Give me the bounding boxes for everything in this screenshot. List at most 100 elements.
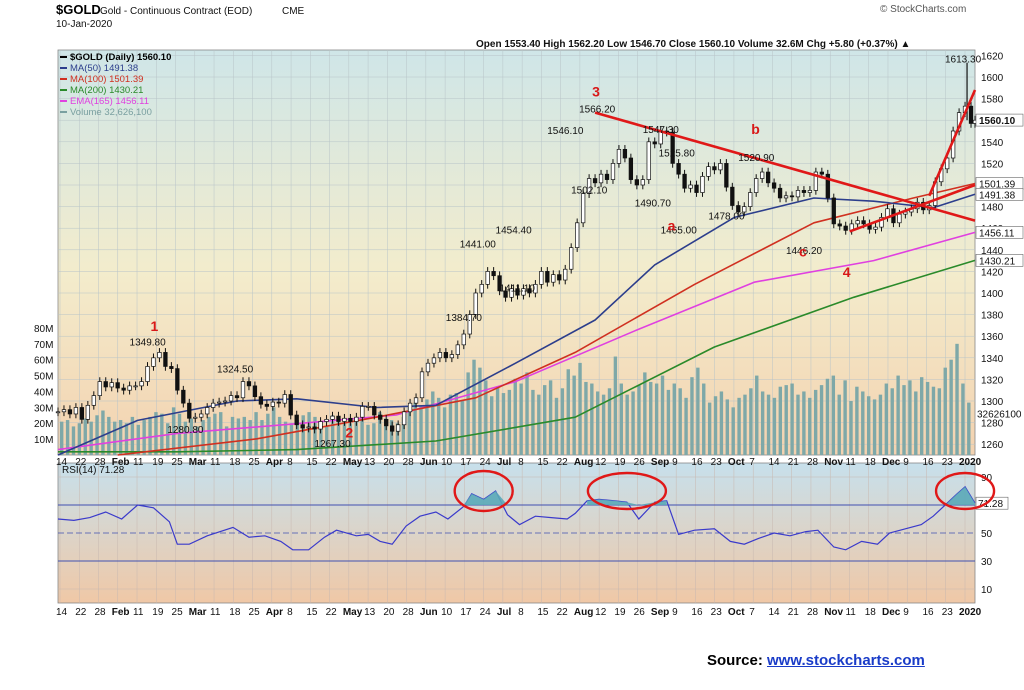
volume-bar — [230, 416, 235, 455]
price-candle — [718, 163, 723, 171]
price-candle — [670, 131, 675, 164]
x-tick-label: 14 — [56, 457, 68, 468]
source-link[interactable]: www.stockcharts.com — [767, 652, 925, 669]
price-candle — [246, 381, 252, 387]
volume-bar — [572, 375, 576, 455]
price-candle — [616, 149, 622, 164]
x-tick-label: 8 — [518, 607, 524, 618]
ma100-line — [117, 182, 976, 456]
volume-bar — [861, 391, 865, 455]
x-tick-label: 21 — [788, 607, 800, 618]
price-candle — [109, 382, 114, 388]
x-tick-label: 12 — [595, 457, 607, 468]
y-tick-label: 1280 — [981, 419, 1004, 430]
volume-bar — [219, 412, 223, 455]
legend-entry: MA(200) 1430.21 — [70, 85, 143, 96]
price-candle — [569, 247, 574, 270]
x-tick-label: 8 — [287, 457, 293, 468]
price-candle — [736, 205, 741, 213]
x-tick-label: 23 — [711, 457, 723, 468]
rsi-tick-label: 50 — [981, 529, 993, 540]
rsi-overbought-fill — [459, 491, 508, 505]
price-candle — [497, 275, 502, 292]
price-candle — [467, 314, 472, 335]
x-tick-label: 26 — [634, 607, 646, 618]
x-tick-label: Mar — [189, 457, 207, 468]
price-candle — [855, 220, 860, 225]
volume-bar — [713, 396, 718, 455]
price-candle — [318, 421, 323, 430]
price-candle — [360, 406, 365, 418]
volume-bar — [543, 385, 547, 455]
price-annotation: 1324.50 — [217, 365, 254, 376]
volume-bar — [896, 375, 900, 455]
volume-bar — [360, 420, 364, 455]
price-candle — [401, 411, 407, 426]
volume-bar — [148, 416, 152, 455]
price-candle — [545, 271, 550, 283]
x-tick-label: 19 — [152, 457, 164, 468]
price-candle — [688, 184, 693, 189]
price-annotation: 1454.40 — [496, 225, 533, 236]
x-tick-label: 7 — [749, 457, 755, 468]
price-annotation: 1547.30 — [643, 125, 680, 136]
volume-bar — [236, 418, 241, 455]
x-tick-label: 11 — [210, 607, 221, 618]
price-candle — [276, 401, 281, 404]
price-candle — [837, 223, 842, 227]
volume-bar — [118, 420, 123, 455]
y-tick-label: 1620 — [981, 51, 1004, 62]
x-tick-label: Jul — [497, 607, 512, 618]
price-candle — [187, 402, 192, 419]
price-candle — [73, 407, 79, 415]
volume-bar — [272, 407, 276, 455]
price-candle — [604, 173, 610, 180]
x-tick-label: 16 — [922, 607, 934, 618]
x-tick-label: 8 — [287, 607, 293, 618]
volume-bar — [95, 415, 99, 455]
x-tick-label: 11 — [210, 457, 221, 468]
x-tick-label: 9 — [903, 607, 909, 618]
x-tick-label: 11 — [845, 457, 856, 468]
rsi-overbought-fill — [945, 486, 975, 505]
price-candle — [503, 290, 508, 298]
price-candle — [288, 394, 293, 416]
volume-bar — [660, 375, 665, 455]
volume-bar — [254, 412, 258, 455]
x-tick-label: Nov — [824, 457, 843, 468]
x-tick-label: 22 — [326, 607, 338, 618]
price-candle — [789, 195, 795, 198]
x-tick-label: 10 — [441, 457, 453, 468]
price-candle — [897, 213, 902, 224]
volume-bar — [419, 405, 423, 455]
x-tick-label: 28 — [807, 457, 819, 468]
volume-bar — [436, 397, 441, 455]
volume-bar — [183, 421, 188, 455]
volume-bar — [130, 416, 135, 455]
rsi-value-label: 71.28 — [978, 499, 1003, 510]
x-tick-label: 17 — [460, 607, 472, 618]
price-candle — [580, 193, 586, 224]
price-candle — [807, 190, 813, 193]
volume-bar — [160, 413, 164, 455]
volume-bar — [484, 380, 488, 455]
volume-bar — [201, 420, 205, 455]
volume-bar — [931, 386, 936, 455]
x-tick-label: 23 — [711, 607, 723, 618]
ma200-line — [58, 259, 976, 453]
price-candle — [801, 190, 807, 193]
volume-bar — [89, 421, 93, 455]
volume-bar — [107, 416, 111, 455]
source-caption: Source: www.stockcharts.com — [707, 652, 925, 669]
x-tick-label: 13 — [364, 607, 376, 618]
volume-bar — [189, 418, 193, 455]
price-candle — [342, 417, 347, 422]
x-tick-label: Nov — [824, 607, 843, 618]
x-tick-label: 18 — [229, 457, 241, 468]
price-candle — [557, 274, 562, 281]
price-candle — [825, 173, 830, 199]
volume-bar — [466, 372, 470, 455]
right-value-box — [975, 254, 1024, 267]
price-candle — [682, 173, 687, 189]
price-candle — [521, 288, 526, 296]
